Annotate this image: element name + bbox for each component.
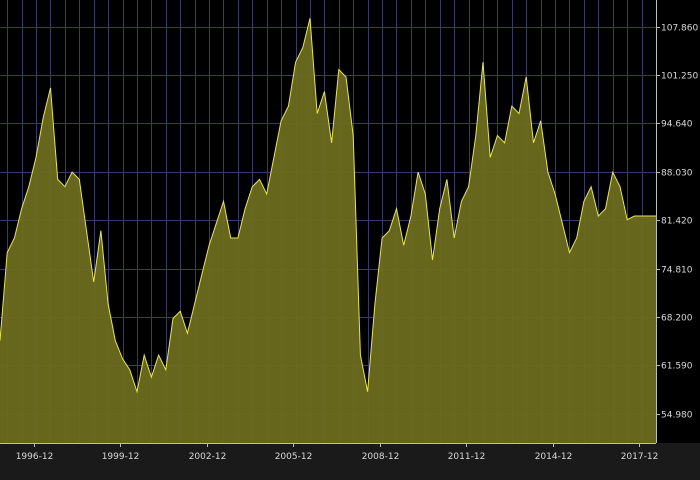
y-tick-label: 88.030: [661, 169, 693, 179]
x-tick-label: 2005-12: [275, 452, 313, 462]
x-tick-label: 2017-12: [621, 452, 659, 462]
area-fill: [0, 18, 656, 444]
y-tick-label: 81.420: [661, 217, 693, 227]
x-axis-bar: [0, 443, 700, 480]
x-tick-label: 2002-12: [189, 452, 227, 462]
y-tick-label: 74.810: [661, 266, 693, 276]
y-tick-label: 94.640: [661, 120, 693, 130]
y-axis-ticks: 107.860 101.250 94.640 88.030 81.420 74.810 68…: [656, 24, 698, 421]
x-tick-label: 2008-12: [362, 452, 400, 462]
x-tick-label: 2014-12: [535, 452, 573, 462]
x-tick-label: 1996-12: [16, 452, 54, 462]
x-axis-ticks: 1996-12 1999-12 2002-12 2005-12 2008-12 2011-…: [16, 443, 659, 462]
x-tick-label: 1999-12: [102, 452, 140, 462]
y-tick-label: 101.250: [661, 72, 698, 82]
y-tick-label: 61.590: [661, 362, 693, 372]
y-tick-label: 107.860: [661, 24, 698, 34]
series-line: [0, 18, 656, 394]
y-tick-label: 68.200: [661, 314, 693, 324]
y-axis-panel: [656, 0, 700, 443]
y-tick-label: 54.980: [661, 411, 693, 421]
x-tick-label: 2011-12: [448, 452, 486, 462]
